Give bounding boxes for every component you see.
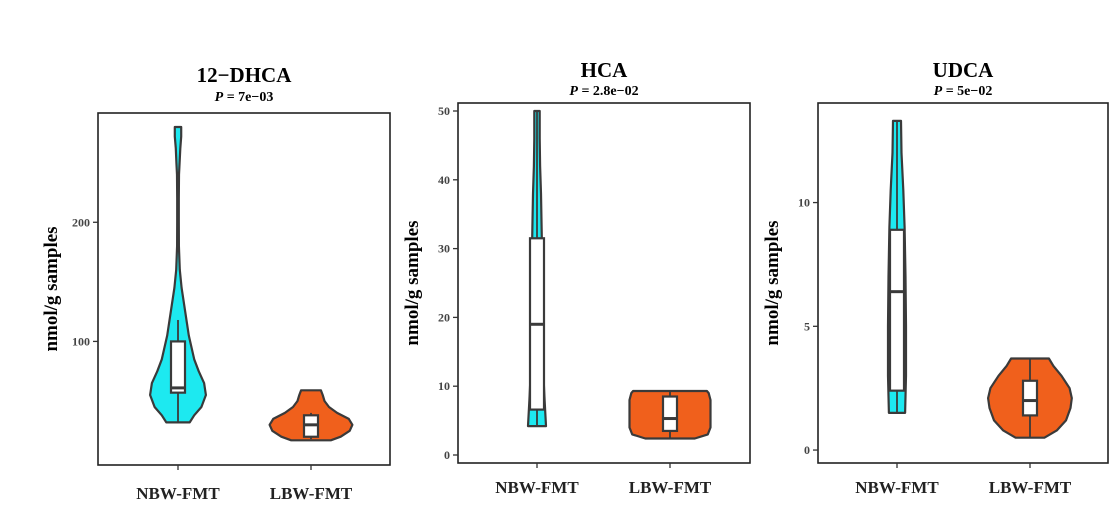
plot-frame <box>817 102 1109 464</box>
y-tick-label: 10 <box>798 196 810 210</box>
y-tick-label: 10 <box>438 379 450 393</box>
y-tick-label: 50 <box>438 104 450 118</box>
y-tick-label: 20 <box>438 310 450 324</box>
panel-title: UDCA <box>933 58 994 82</box>
y-axis-label: nmol/g samples <box>41 226 62 351</box>
y-tick-label: 0 <box>804 443 810 457</box>
y-axis-label: nmol/g samples <box>762 220 783 345</box>
box-iqr <box>1021 379 1039 417</box>
y-tick-label: 200 <box>72 215 90 229</box>
y-tick-label: 5 <box>804 319 810 333</box>
panel-3: UDCA P = 5e−02 0 5 10 nmol/g samples NBW-FMT LB… <box>762 58 1109 497</box>
p-value: = 2.8e−02 <box>578 84 639 99</box>
p-value-label: P = 2.8e−02 <box>569 84 638 99</box>
panel-1: 12−DHCA P = 7e−03 100 200 nmol/g samples NBW-… <box>41 63 391 503</box>
y-tick-label: 30 <box>438 242 450 256</box>
x-tick-label: NBW-FMT <box>495 478 579 497</box>
x-tick-label: NBW-FMT <box>855 478 939 497</box>
plot-frame <box>457 102 751 464</box>
x-tick-label: LBW-FMT <box>270 484 353 503</box>
y-tick-label: 40 <box>438 173 450 187</box>
p-value: = 5e−02 <box>942 84 992 99</box>
y-tick-label: 100 <box>72 334 90 348</box>
p-symbol: P <box>215 90 224 105</box>
x-tick-label: NBW-FMT <box>136 484 220 503</box>
y-tick-label: 0 <box>444 448 450 462</box>
plot-frame <box>97 112 391 466</box>
y-axis-label: nmol/g samples <box>402 220 423 345</box>
p-value-label: P = 5e−02 <box>934 84 993 99</box>
violin-nbw <box>149 125 207 424</box>
p-symbol: P <box>934 84 943 99</box>
panel-title: HCA <box>581 58 629 82</box>
x-tick-label: LBW-FMT <box>989 478 1072 497</box>
x-tick-label: LBW-FMT <box>629 478 712 497</box>
panel-title: 12−DHCA <box>197 63 293 87</box>
p-value-label: P = 7e−03 <box>215 90 274 105</box>
box-iqr <box>888 228 906 392</box>
box-iqr <box>169 340 187 394</box>
p-value: = 7e−03 <box>223 90 273 105</box>
box-iqr <box>661 395 679 433</box>
p-symbol: P <box>569 84 578 99</box>
